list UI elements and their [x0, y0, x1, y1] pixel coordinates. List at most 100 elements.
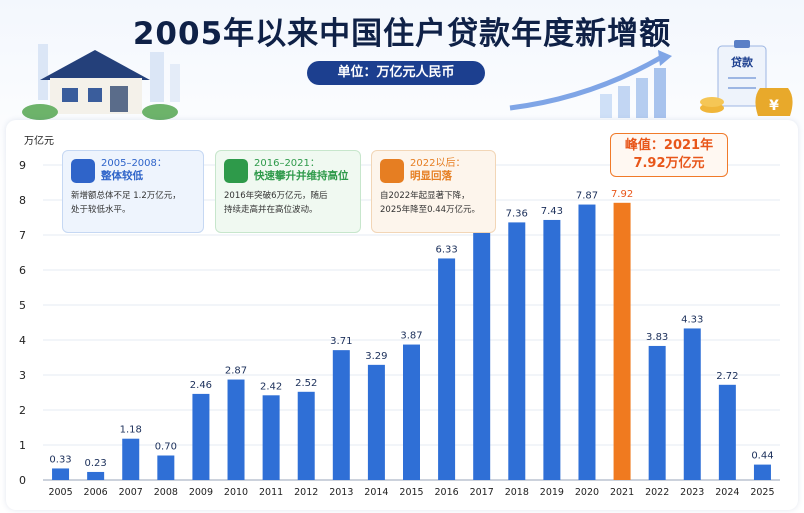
x-tick-label: 2009: [189, 487, 213, 498]
bar-value-label: 0.23: [85, 458, 107, 469]
bar-value-label: 0.70: [155, 442, 177, 453]
x-tick-label: 2023: [680, 487, 704, 498]
bar-value-label: 2.42: [260, 381, 282, 392]
page-title: 2005年以来中国住户贷款年度新增额: [132, 16, 672, 52]
y-tick-label: 1: [19, 439, 26, 452]
card-desc-line: 新增额总体不足 1.2万亿元，: [71, 191, 181, 201]
bar-2012: [297, 391, 315, 480]
peak-callout: 峰值：2021年 7.92万亿元: [610, 133, 728, 177]
x-tick-label: 2005: [48, 487, 72, 498]
card-2016-2021: 2016–2021： 快速攀升并维持高位 2016年突破6万亿元，随后 持续走高…: [215, 150, 361, 233]
unit-label: 单位：万亿元人民币: [307, 61, 485, 85]
card-desc-line: 持续走高并在高位波动。: [224, 205, 318, 215]
bar-2013: [332, 350, 350, 480]
x-tick-label: 2024: [715, 487, 739, 498]
bar-2005: [52, 468, 70, 480]
bar-value-label: 2.46: [190, 380, 212, 391]
bar-2025: [753, 464, 771, 480]
bar-value-label: 3.87: [400, 331, 422, 342]
bar-2007: [122, 438, 140, 480]
x-tick-label: 2013: [329, 487, 353, 498]
bar-value-label: 0.44: [751, 451, 773, 462]
trend-up-icon: [224, 159, 248, 183]
bar-2024: [718, 384, 736, 480]
bar-value-label: 7.36: [506, 208, 528, 219]
y-tick-label: 6: [19, 264, 26, 277]
peak-line1: 峰值：2021年: [624, 138, 714, 153]
bar-2023: [683, 328, 701, 480]
x-tick-label: 2020: [575, 487, 599, 498]
y-tick-label: 4: [19, 334, 26, 347]
x-tick-label: 2014: [364, 487, 388, 498]
bar-value-label: 7.92: [611, 189, 633, 200]
card-period: 2016–2021：: [254, 158, 320, 169]
peak-line2: 7.92万亿元: [633, 156, 705, 171]
card-2022-later: 2022以后： 明显回落 自2022年起显著下降， 2025年降至0.44万亿元…: [371, 150, 496, 233]
bar-2006: [87, 471, 105, 480]
bar-value-label: 7.87: [576, 191, 598, 202]
bar-chart-icon: [71, 159, 95, 183]
bar-value-label: 4.33: [681, 314, 703, 325]
y-axis-label: 万亿元: [24, 134, 54, 147]
card-period: 2005–2008：: [101, 158, 167, 169]
x-tick-label: 2025: [750, 487, 774, 498]
bar-2010: [227, 379, 245, 480]
x-tick-label: 2007: [119, 487, 143, 498]
bar-2015: [403, 344, 420, 480]
bar-2011: [262, 395, 280, 480]
card-title: 快速攀升并维持高位: [254, 170, 349, 182]
x-tick-label: 2010: [224, 487, 248, 498]
y-tick-label: 5: [19, 299, 26, 312]
growth-decoration: 贷款 ¥: [509, 40, 793, 118]
x-tick-label: 2016: [435, 487, 459, 498]
house-illustration: [22, 44, 180, 120]
x-tick-label: 2019: [540, 487, 564, 498]
y-tick-label: 7: [19, 229, 26, 242]
bar-2019: [543, 219, 561, 480]
y-tick-label: 3: [19, 369, 26, 382]
x-tick-label: 2006: [84, 487, 108, 498]
bar-2014: [367, 364, 385, 480]
y-tick-label: 8: [19, 194, 26, 207]
bar-2008: [157, 455, 175, 480]
x-tick-label: 2008: [154, 487, 178, 498]
y-tick-label: 9: [19, 159, 26, 172]
x-tick-label: 2018: [505, 487, 529, 498]
bar-2016: [438, 258, 456, 480]
card-2005-2008: 2005–2008： 整体较低 新增额总体不足 1.2万亿元， 处于较低水平。: [62, 150, 204, 233]
card-desc-line: 处于较低水平。: [71, 205, 131, 215]
bar-2017: [473, 230, 491, 480]
x-tick-label: 2022: [645, 487, 669, 498]
x-tick-label: 2017: [470, 487, 494, 498]
x-tick-label: 2012: [294, 487, 318, 498]
card-period: 2022以后：: [410, 158, 466, 169]
x-tick-label: 2011: [259, 487, 283, 498]
y-tick-label: 0: [19, 474, 26, 487]
y-tick-label: 2: [19, 404, 26, 417]
x-tick-label: 2021: [610, 487, 634, 498]
bar-value-label: 7.43: [541, 206, 563, 217]
bar-2021: [613, 202, 631, 481]
bar-value-label: 3.83: [646, 332, 668, 343]
trend-down-icon: [380, 159, 404, 183]
bar-2020: [578, 204, 596, 481]
loan-tag: 贷款: [731, 55, 754, 69]
card-title: 整体较低: [101, 170, 143, 182]
bar-2009: [192, 393, 210, 480]
card-title: 明显回落: [410, 170, 452, 182]
bar-value-label: 6.33: [435, 244, 457, 255]
card-desc-line: 2025年降至0.44万亿元。: [380, 205, 481, 215]
bar-2018: [508, 222, 526, 480]
bar-value-label: 2.72: [716, 371, 738, 382]
bar-value-label: 1.18: [120, 425, 142, 436]
coin-icon: ¥: [769, 98, 779, 114]
bar-2022: [648, 345, 666, 480]
x-tick-label: 2015: [399, 487, 423, 498]
bar-value-label: 2.87: [225, 366, 247, 377]
bar-value-label: 2.52: [295, 378, 317, 389]
bar-value-label: 3.71: [330, 336, 352, 347]
bar-value-label: 0.33: [49, 454, 71, 465]
card-desc-line: 2016年突破6万亿元，随后: [224, 191, 328, 201]
bar-value-label: 3.29: [365, 351, 387, 362]
